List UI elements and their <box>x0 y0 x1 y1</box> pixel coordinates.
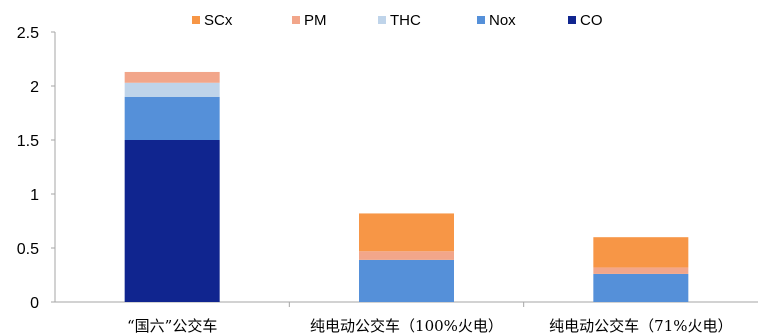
legend-swatch-co <box>568 16 576 24</box>
legend-label: PM <box>304 12 327 29</box>
x-tick-label: “国六”公交车 <box>127 317 217 335</box>
legend-swatch-pm <box>292 16 300 24</box>
legend-label: SCx <box>204 12 233 29</box>
x-tick-label: 纯电动公交车（71%火电） <box>549 317 732 335</box>
bar-segment-thc <box>124 82 220 97</box>
y-tick-label: 0.5 <box>17 241 39 258</box>
bar-segment-scx <box>359 213 454 252</box>
bar-segment-co <box>124 140 220 302</box>
bar-segment-nox <box>359 259 454 302</box>
legend-swatch-scx <box>192 16 200 24</box>
y-tick-label: 1.5 <box>17 133 39 150</box>
bar-segment-scx <box>593 237 689 268</box>
category-labels: “国六”公交车 纯电动公交车（100%火电） 纯电动公交车（71%火电） <box>127 317 733 335</box>
bar-segment-nox <box>593 273 689 302</box>
bar-segment-pm <box>593 267 689 274</box>
legend-label: CO <box>580 12 603 29</box>
y-tick-label: 2.5 <box>17 25 39 42</box>
x-tick-label: 纯电动公交车（100%火电） <box>310 317 503 335</box>
bar-segment-nox <box>124 96 220 140</box>
legend-label: Nox <box>489 12 516 29</box>
y-tick-label: 1 <box>30 187 39 204</box>
legend-label: THC <box>390 12 421 29</box>
bars <box>124 71 689 302</box>
legend-swatch-nox <box>477 16 485 24</box>
bar-segment-pm <box>359 251 454 260</box>
legend: SCx PM THC Nox CO <box>192 12 603 29</box>
legend-swatch-thc <box>378 16 386 24</box>
bar-segment-pm <box>124 71 220 83</box>
y-tick-label: 2 <box>30 79 39 96</box>
y-tick-label: 0 <box>30 295 39 312</box>
